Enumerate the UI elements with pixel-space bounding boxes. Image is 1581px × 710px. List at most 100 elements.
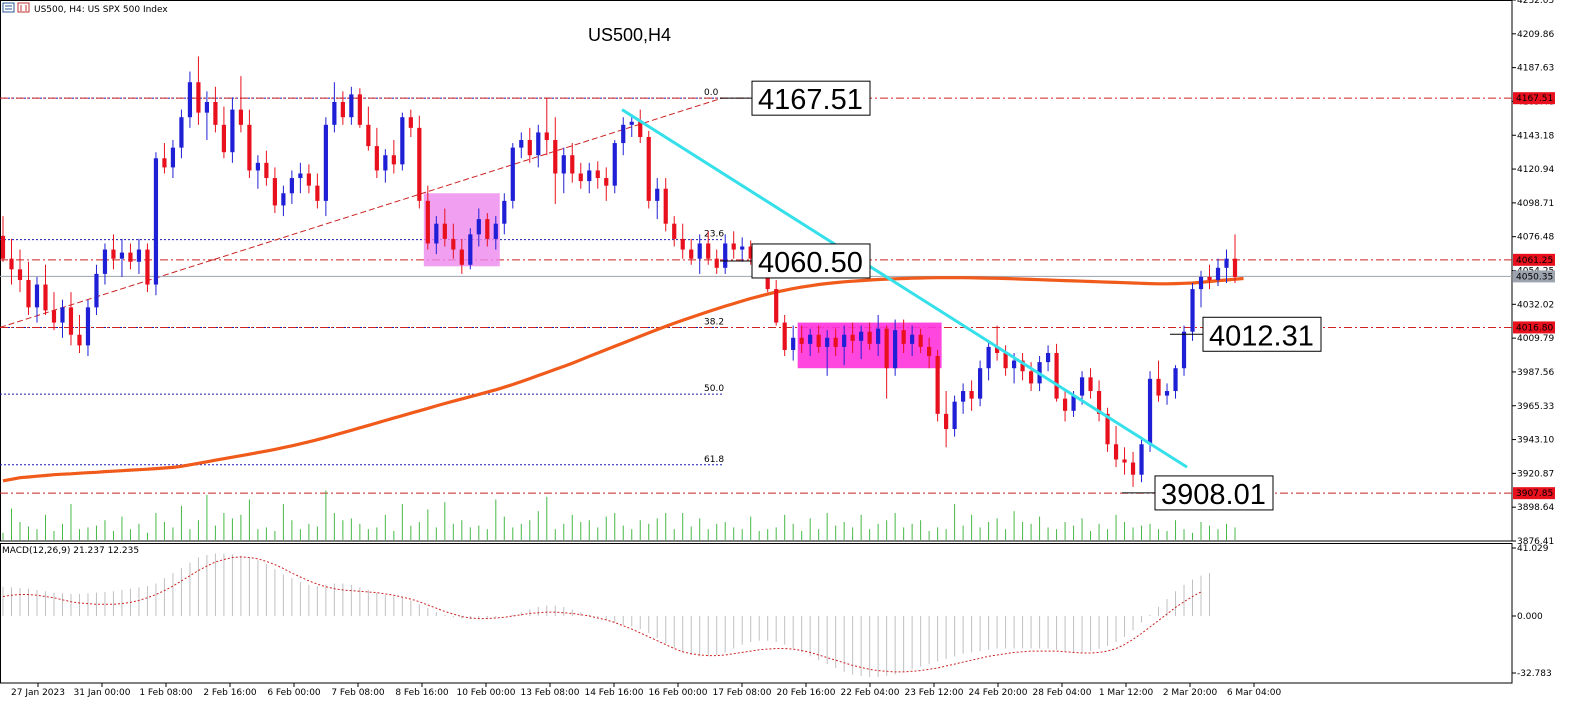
candle[interactable] [0, 216, 6, 262]
candle[interactable] [952, 395, 957, 437]
candle[interactable] [927, 337, 932, 369]
candle[interactable] [136, 238, 142, 274]
candle[interactable] [1173, 365, 1178, 399]
candle[interactable] [1190, 283, 1195, 341]
candle[interactable] [621, 117, 626, 156]
candle[interactable] [740, 237, 745, 262]
candle[interactable] [961, 383, 966, 414]
candle[interactable] [68, 292, 74, 346]
candle[interactable] [111, 234, 116, 270]
candle[interactable] [578, 162, 583, 189]
price-callout[interactable]: 3908.01 [1122, 475, 1274, 511]
candle[interactable] [162, 143, 167, 174]
candle[interactable] [587, 162, 592, 194]
candle[interactable] [425, 185, 430, 250]
candle[interactable] [680, 223, 685, 259]
candle[interactable] [774, 279, 779, 326]
candle[interactable] [1232, 234, 1238, 284]
candle[interactable] [17, 249, 23, 293]
candle[interactable] [153, 152, 159, 296]
candle[interactable] [145, 243, 150, 293]
candle[interactable] [731, 231, 736, 259]
candle[interactable] [893, 319, 898, 376]
candle[interactable] [451, 223, 456, 259]
candle[interactable] [825, 330, 830, 376]
candle[interactable] [247, 109, 252, 179]
candle[interactable] [672, 216, 677, 247]
candle[interactable] [255, 155, 260, 189]
candle[interactable] [298, 162, 303, 194]
price-callout[interactable]: 4167.51 [720, 80, 871, 116]
candle[interactable] [442, 208, 447, 247]
candle[interactable] [434, 216, 439, 255]
candle[interactable] [510, 143, 515, 209]
candle[interactable] [1156, 360, 1161, 402]
candle[interactable] [204, 91, 210, 141]
candle[interactable] [604, 167, 609, 201]
candle[interactable] [1215, 258, 1221, 287]
candle[interactable] [179, 109, 184, 159]
window-menu-icon[interactable] [2, 2, 15, 13]
candle[interactable] [238, 76, 244, 133]
candle[interactable] [34, 276, 40, 323]
candle[interactable] [994, 325, 1000, 361]
candle[interactable] [102, 243, 108, 285]
price-callout[interactable]: 4012.31 [1170, 316, 1322, 352]
candle[interactable] [910, 325, 915, 357]
candle[interactable] [1207, 264, 1212, 290]
candle[interactable] [782, 314, 787, 357]
candle[interactable] [519, 132, 524, 159]
candle[interactable] [561, 147, 566, 194]
candle[interactable] [94, 264, 99, 315]
candle[interactable] [986, 340, 991, 381]
candle[interactable] [323, 117, 328, 217]
candle[interactable] [808, 328, 813, 357]
candle[interactable] [1003, 345, 1008, 376]
candle[interactable] [196, 56, 201, 125]
candle[interactable] [1147, 371, 1153, 452]
candle[interactable] [969, 380, 974, 411]
candle[interactable] [553, 117, 558, 204]
candle[interactable] [527, 127, 532, 163]
candle[interactable] [128, 243, 133, 270]
candle[interactable] [884, 325, 889, 399]
candle[interactable] [306, 164, 311, 194]
candle[interactable] [1139, 436, 1144, 483]
candle[interactable] [315, 173, 320, 209]
candle[interactable] [1113, 426, 1119, 468]
candle[interactable] [170, 140, 176, 179]
candle[interactable] [77, 314, 82, 353]
candle[interactable] [417, 115, 422, 209]
candle[interactable] [944, 391, 949, 448]
candle[interactable] [867, 322, 872, 350]
candle[interactable] [1198, 270, 1204, 308]
candle[interactable] [119, 238, 125, 277]
candle[interactable] [289, 170, 294, 204]
candle[interactable] [43, 264, 48, 315]
candle[interactable] [655, 178, 660, 220]
candle[interactable] [476, 208, 481, 247]
trendline[interactable] [621, 108, 1188, 469]
candle[interactable] [646, 130, 651, 209]
candle[interactable] [876, 314, 881, 357]
candle[interactable] [791, 325, 796, 361]
candle[interactable] [357, 88, 362, 128]
candle[interactable] [9, 238, 14, 285]
candle[interactable] [723, 234, 728, 274]
candle[interactable] [901, 319, 906, 353]
candle[interactable] [502, 193, 507, 235]
candle[interactable] [978, 360, 983, 407]
candle[interactable] [400, 112, 405, 171]
candle[interactable] [1062, 391, 1068, 422]
candle[interactable] [799, 325, 804, 353]
candle[interactable] [935, 349, 940, 422]
candle[interactable] [230, 97, 235, 163]
candle[interactable] [1164, 383, 1170, 405]
candle[interactable] [374, 127, 379, 179]
candle[interactable] [1045, 345, 1051, 372]
candle[interactable] [629, 114, 634, 137]
candle[interactable] [714, 249, 719, 274]
candle[interactable] [706, 231, 711, 265]
candle[interactable] [383, 149, 388, 183]
